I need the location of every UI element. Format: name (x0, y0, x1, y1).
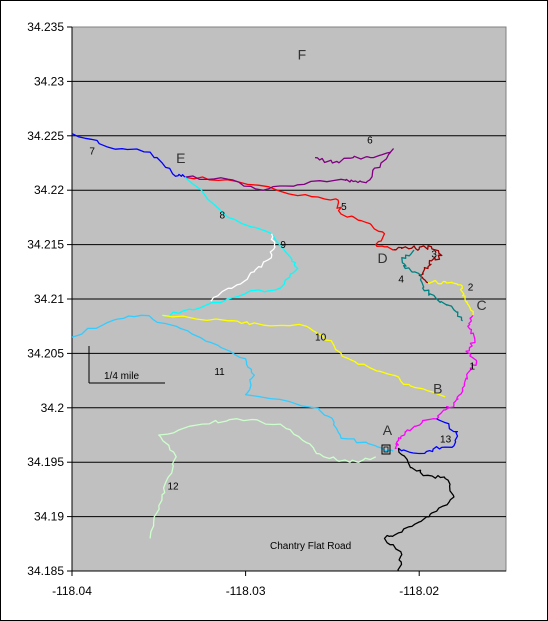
series-label: 10 (315, 332, 327, 343)
y-tick-label: 34.21 (34, 292, 64, 306)
trail-series-13 (397, 418, 459, 455)
x-tick-label: -118.02 (399, 584, 439, 598)
series-label: 11 (214, 367, 225, 378)
waypoint-label: F (298, 47, 307, 63)
waypoint-label: E (176, 150, 185, 166)
trail-series-8 (162, 176, 299, 318)
trail-series-12 (149, 418, 377, 539)
trail-series-7 (71, 133, 186, 178)
trail-series-1 (394, 314, 478, 450)
road-label: Chantry Flat Road (270, 541, 351, 552)
series-label: 4 (398, 275, 404, 286)
trail-series-3 (393, 245, 443, 284)
y-tick-label: 34.185 (27, 564, 64, 578)
y-tick-label: 34.2 (41, 401, 65, 415)
trail-series-11 (71, 314, 394, 452)
series-label: 12 (167, 481, 179, 492)
series-label: 9 (280, 240, 286, 251)
y-tick-label: 34.235 (27, 20, 64, 34)
trail-series-4 (401, 249, 463, 322)
series-label: 8 (220, 210, 226, 221)
series-label: 1 (470, 362, 476, 373)
trail-series-group (71, 133, 478, 572)
trailhead-marker (381, 444, 391, 455)
scale-bar-label: 1/4 mile (104, 371, 139, 382)
x-tick-label: -118.03 (226, 584, 266, 598)
series-label: 2 (468, 282, 474, 293)
scale-bar: 1/4 mile (88, 346, 165, 384)
waypoint-label: C (476, 297, 486, 313)
y-tick-label: 34.205 (27, 346, 64, 360)
trail-series-chantry-flat-road (383, 448, 455, 572)
waypoint-label: A (383, 422, 393, 438)
waypoint-label: D (378, 250, 388, 266)
series-label: 6 (367, 135, 373, 146)
series-label: 7 (89, 146, 95, 157)
trail-series-6 (184, 148, 394, 191)
trail-series-10 (162, 314, 446, 398)
y-tick-label: 34.225 (27, 129, 64, 143)
y-tick-label: 34.215 (27, 238, 64, 252)
point-labels-group: A B C D E F (176, 47, 486, 438)
series-label: 5 (341, 202, 347, 213)
x-tick-label: -118.04 (52, 584, 92, 598)
x-axis-ticks: -118.04 -118.03 -118.02 (52, 570, 506, 598)
trail-series-2 (427, 279, 474, 316)
y-axis-ticks: 34.185 34.19 34.195 34.2 34.205 34.21 34.215 34… (27, 20, 73, 578)
waypoint-label: B (433, 381, 442, 397)
trail-series-5 (184, 176, 394, 251)
series-label: 13 (440, 435, 452, 446)
grid-lines (72, 80, 506, 518)
y-tick-label: 34.22 (34, 183, 64, 197)
series-label: 3 (431, 250, 437, 261)
trail-series-9 (210, 233, 276, 302)
y-tick-label: 34.19 (34, 510, 64, 524)
y-tick-label: 34.23 (34, 74, 64, 88)
y-tick-label: 34.195 (27, 455, 64, 469)
